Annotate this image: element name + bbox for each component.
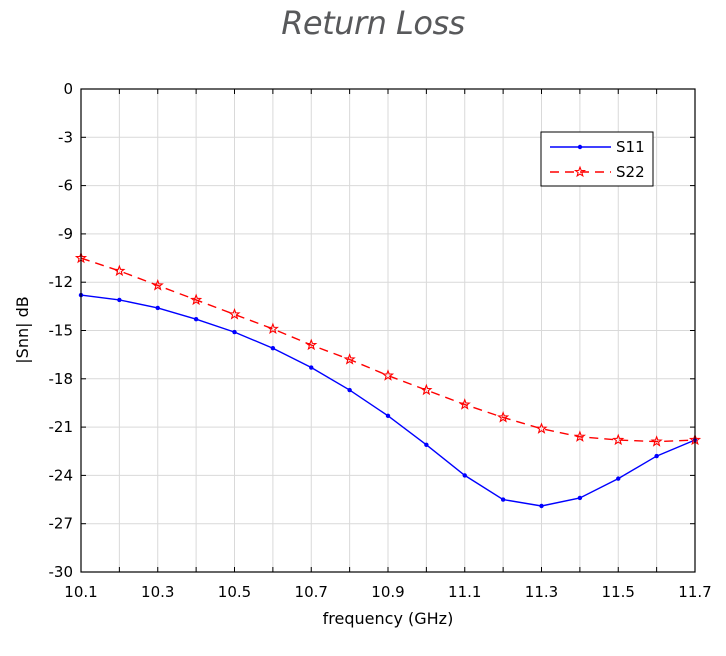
data-point-s22 <box>535 422 548 434</box>
y-tick-label: -24 <box>49 466 74 484</box>
data-point-s22 <box>113 264 126 277</box>
series-s22 <box>74 251 702 447</box>
data-point-s22 <box>151 279 164 291</box>
y-axis-label: |Snn| dB <box>13 296 32 363</box>
x-tick-label: 10.7 <box>295 583 328 601</box>
y-tick-label: -15 <box>49 322 74 340</box>
data-point-s11 <box>616 476 621 481</box>
x-tick-label: 10.9 <box>371 583 404 601</box>
data-point-s11 <box>577 495 583 501</box>
data-point-s22 <box>497 411 510 423</box>
legend-box <box>540 131 654 187</box>
data-point-s11 <box>270 346 276 351</box>
data-point-s22 <box>266 322 279 335</box>
data-point-s11 <box>424 442 429 448</box>
x-tick-label: 11.7 <box>678 583 711 601</box>
x-tick-label: 10.3 <box>141 583 174 601</box>
data-point-s22 <box>343 353 356 365</box>
data-point-s22 <box>573 430 586 442</box>
data-point-s11 <box>155 305 160 311</box>
data-point-s11 <box>500 497 506 502</box>
data-point-s22 <box>228 308 241 320</box>
data-point-s22 <box>458 398 471 410</box>
series-line-s22 <box>80 257 696 443</box>
x-axis-label: frequency (GHz) <box>323 609 454 628</box>
y-tick-label: -9 <box>58 225 73 243</box>
legend-star-shape <box>573 165 587 178</box>
y-tick-label: -27 <box>49 515 74 533</box>
data-point-s22 <box>305 338 318 351</box>
y-tick-label: -18 <box>49 370 74 388</box>
legend-marker-s22 <box>573 165 587 178</box>
legend-label-s11: S11 <box>616 138 645 156</box>
x-tick-label: 11.5 <box>602 583 635 601</box>
legend-label-s22: S22 <box>616 163 645 181</box>
y-tick-label: 0 <box>63 80 73 98</box>
legend: S11 S22 <box>540 131 654 187</box>
x-tick-label: 10.1 <box>64 583 97 601</box>
data-point-s11 <box>654 453 659 459</box>
data-point-s22 <box>420 383 433 396</box>
data-point-s11 <box>117 297 122 303</box>
y-tick-label: -3 <box>58 128 73 146</box>
data-point-s22 <box>190 293 203 306</box>
series-s11 <box>78 292 698 509</box>
x-axis-ticks: 10.1 10.3 10.5 10.7 10.9 11.1 11.3 11.5 11.7 <box>64 89 712 601</box>
data-point-s22 <box>381 369 395 381</box>
y-axis-ticks: 0 -3 -6 -9 -12 -15 -18 -21 -24 -27 -30 <box>49 80 695 581</box>
data-point-s11 <box>462 473 467 478</box>
chart-title: Return Loss <box>281 4 465 42</box>
data-point-s22 <box>650 435 663 447</box>
series-layer <box>74 251 702 509</box>
x-tick-label: 11.1 <box>448 583 481 601</box>
x-tick-label: 11.3 <box>525 583 558 601</box>
y-tick-label: -6 <box>58 177 73 195</box>
data-point-s11 <box>539 503 544 509</box>
data-point-s11 <box>193 317 199 322</box>
y-tick-label: -21 <box>49 418 74 436</box>
y-tick-label: -30 <box>49 563 74 581</box>
data-point-s11 <box>309 365 314 370</box>
data-point-s11 <box>347 387 352 393</box>
x-tick-label: 10.5 <box>218 583 251 601</box>
legend-marker-s11 <box>577 144 583 150</box>
data-point-s11 <box>232 329 237 335</box>
y-tick-label: -12 <box>49 273 74 291</box>
data-point-s22 <box>612 433 625 446</box>
data-point-s11 <box>385 413 391 419</box>
